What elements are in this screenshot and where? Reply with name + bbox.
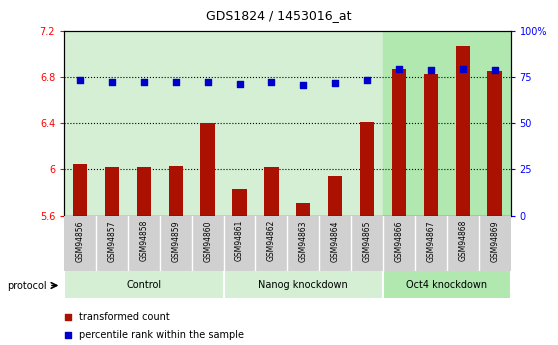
Point	[395, 66, 403, 72]
Bar	[319, 216, 351, 271]
Text: GSM94869: GSM94869	[490, 220, 499, 262]
Bar	[96, 216, 128, 271]
Bar	[137, 167, 151, 216]
Point	[108, 79, 117, 85]
Text: GDS1824 / 1453016_at: GDS1824 / 1453016_at	[206, 9, 352, 22]
Bar	[160, 216, 192, 271]
Bar	[232, 189, 247, 216]
Text: Control: Control	[126, 280, 161, 289]
Bar	[192, 216, 224, 271]
Text: GSM94862: GSM94862	[267, 220, 276, 262]
Point	[203, 79, 212, 85]
Text: Nanog knockdown: Nanog knockdown	[258, 280, 348, 289]
Bar	[264, 167, 278, 216]
Text: GSM94866: GSM94866	[395, 220, 403, 262]
Text: GSM94858: GSM94858	[140, 220, 148, 262]
Point	[396, 96, 405, 101]
Point	[267, 79, 276, 85]
Bar	[424, 74, 438, 216]
Point	[426, 67, 435, 72]
Point	[171, 79, 180, 85]
Bar	[64, 216, 96, 271]
Bar	[287, 216, 319, 271]
Bar	[488, 71, 502, 216]
Bar	[479, 216, 511, 271]
Bar	[455, 46, 470, 216]
Text: GSM94856: GSM94856	[76, 220, 85, 262]
Point	[331, 80, 340, 86]
Text: GSM94859: GSM94859	[171, 220, 180, 262]
Bar	[224, 271, 383, 298]
Bar	[256, 216, 287, 271]
Text: GSM94867: GSM94867	[426, 220, 435, 262]
Point	[235, 81, 244, 86]
Bar	[105, 167, 119, 216]
Bar	[64, 271, 224, 298]
Point	[363, 77, 372, 83]
Bar	[383, 216, 415, 271]
Point	[458, 66, 467, 72]
Text: percentile rank within the sample: percentile rank within the sample	[79, 330, 243, 339]
Text: GSM94863: GSM94863	[299, 220, 308, 262]
Bar	[351, 216, 383, 271]
Bar	[224, 31, 383, 216]
Bar	[224, 216, 256, 271]
Point	[490, 67, 499, 72]
Text: GSM94864: GSM94864	[331, 220, 340, 262]
Point	[299, 82, 308, 87]
Bar	[128, 216, 160, 271]
Point	[396, 259, 405, 264]
Bar	[447, 216, 479, 271]
Bar	[169, 166, 183, 216]
Bar	[392, 69, 406, 216]
Point	[140, 79, 148, 85]
Bar	[328, 176, 343, 216]
Bar	[415, 216, 447, 271]
Point	[76, 77, 85, 83]
Bar	[200, 123, 215, 216]
Text: transformed count: transformed count	[79, 312, 169, 322]
Text: GSM94865: GSM94865	[363, 220, 372, 262]
Text: GSM94861: GSM94861	[235, 220, 244, 262]
Bar	[73, 164, 87, 216]
Text: protocol: protocol	[7, 281, 46, 290]
Bar	[64, 31, 224, 216]
Text: GSM94857: GSM94857	[108, 220, 117, 262]
Bar	[383, 31, 511, 216]
Text: GSM94860: GSM94860	[203, 220, 212, 262]
Bar	[296, 203, 310, 216]
Bar	[383, 271, 511, 298]
Text: GSM94868: GSM94868	[458, 220, 467, 262]
Text: Oct4 knockdown: Oct4 knockdown	[406, 280, 487, 289]
Bar	[360, 122, 374, 216]
